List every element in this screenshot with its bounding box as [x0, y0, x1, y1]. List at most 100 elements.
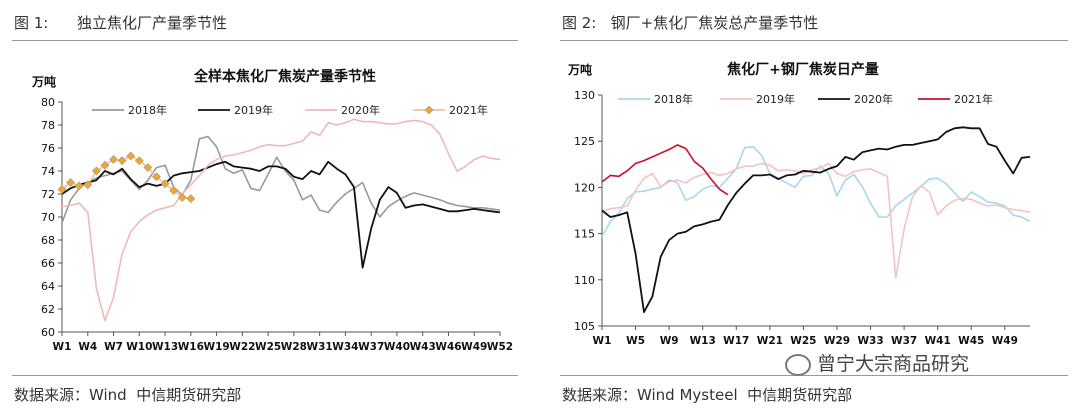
y-tick-label: 120 — [574, 181, 595, 194]
x-tick-label: W5 — [626, 335, 645, 347]
series-line-3 — [601, 126, 1031, 314]
x-tick-label: W40 — [384, 341, 410, 353]
series-line-4 — [601, 144, 729, 196]
x-tick-label: W31 — [307, 341, 333, 353]
y-tick-label: 74 — [41, 165, 55, 178]
y-tick-label: 60 — [41, 326, 55, 339]
figure-2-label: 图 2: 钢厂+焦化厂焦炭总产量季节性 — [562, 14, 819, 32]
y-tick-label: 125 — [574, 135, 595, 148]
legend-label: 2019年 — [756, 92, 795, 106]
x-tick-label: W46 — [435, 341, 461, 353]
x-tick-label: W22 — [229, 341, 255, 353]
x-tick-label: W49 — [992, 335, 1018, 347]
x-tick-label: W37 — [358, 341, 384, 353]
legend-label: 2020年 — [341, 103, 380, 117]
x-tick-label: W13 — [152, 341, 178, 353]
x-tick-label: W16 — [178, 341, 204, 353]
x-tick-label: W9 — [660, 335, 679, 347]
x-tick-label: W37 — [891, 335, 917, 347]
x-tick-label: W1 — [593, 335, 612, 347]
y-tick-label: 64 — [41, 280, 55, 293]
series-marker — [66, 178, 76, 187]
y-tick-label: 70 — [41, 211, 55, 224]
y-tick-label: 105 — [574, 320, 595, 333]
series-marker — [100, 160, 110, 170]
series-marker — [152, 172, 161, 182]
figure-2-divider — [560, 40, 1068, 41]
figure-1-panel: 图 1: 独立焦化厂产量季节性 全样本焦化厂焦炭产量季节性 万吨 60 62 64 66 6… — [0, 0, 530, 415]
x-tick-label: W4 — [78, 341, 97, 353]
x-tick-label: W1 — [53, 341, 72, 353]
x-tick-label: W41 — [925, 335, 951, 347]
figure-2-source-divider — [560, 375, 1068, 376]
figure-1-label: 图 1: 独立焦化厂产量季节性 — [14, 14, 227, 32]
series-marker — [160, 179, 170, 189]
watermark: 曾宁大宗商品研究 — [785, 349, 969, 376]
series-marker — [186, 194, 196, 204]
y-tick-label: 130 — [574, 89, 595, 102]
x-tick-label: W13 — [690, 335, 716, 347]
x-tick-label: W52 — [487, 341, 513, 353]
series-marker — [143, 163, 153, 172]
y-tick-label: 78 — [41, 119, 55, 132]
x-tick-label: W10 — [126, 341, 152, 353]
series-marker — [91, 166, 101, 176]
x-tick-label: W28 — [281, 341, 307, 353]
x-tick-label: W7 — [104, 341, 123, 353]
x-tick-label: W33 — [857, 335, 883, 347]
series-line-4 — [61, 155, 191, 200]
y-tick-label: 66 — [41, 257, 55, 270]
y-tick-label: 72 — [41, 188, 55, 201]
series-marker — [57, 184, 67, 194]
x-tick-label: W34 — [332, 341, 358, 353]
x-tick-label: W17 — [723, 335, 749, 347]
x-tick-label: W21 — [757, 335, 783, 347]
series-line-3 — [61, 118, 501, 322]
y-tick-label: 76 — [41, 142, 55, 155]
series-marker — [109, 155, 118, 164]
series-marker — [169, 186, 179, 195]
wechat-icon — [785, 353, 811, 376]
y-unit-label: 万吨 — [31, 74, 56, 89]
figure-1-source: 数据来源：Wind 中信期货研究部 — [14, 386, 242, 404]
y-unit-label: 万吨 — [567, 62, 592, 77]
x-tick-label: W25 — [790, 335, 816, 347]
series-marker — [117, 156, 127, 166]
series-line-1 — [601, 145, 1031, 237]
y-tick-label: 110 — [574, 274, 595, 287]
series-marker — [177, 193, 187, 202]
y-tick-label: 68 — [41, 234, 55, 247]
series-marker — [74, 181, 84, 191]
series-line-2 — [61, 160, 501, 269]
series-marker — [134, 156, 144, 166]
y-tick-label: 80 — [41, 96, 55, 109]
x-tick-label: W45 — [958, 335, 984, 347]
chart-total-coke-daily-output: 焦化厂+钢厂焦炭日产量 万吨 105 110 115 120 125 130 W1 W5 W9 W13… — [567, 61, 1031, 347]
chart-title: 全样本焦化厂焦炭产量季节性 — [193, 68, 376, 85]
x-tick-label: W25 — [255, 341, 281, 353]
y-tick-label: 62 — [41, 303, 55, 316]
figure-1-divider — [12, 40, 518, 41]
chart-title: 焦化厂+钢厂焦炭日产量 — [726, 61, 879, 78]
series-line-2 — [601, 162, 1031, 279]
legend-label: 2021年 — [954, 92, 993, 106]
series-marker — [83, 180, 93, 190]
legend-label: 2018年 — [654, 92, 693, 106]
figure-2-panel: 图 2: 钢厂+焦化厂焦炭总产量季节性 焦化厂+钢厂焦炭日产量 万吨 105 110 1… — [548, 0, 1080, 415]
x-tick-label: W49 — [461, 341, 487, 353]
y-tick-label: 115 — [574, 228, 595, 241]
legend-label: 2020年 — [854, 92, 893, 106]
series-marker — [126, 151, 136, 161]
legend-label: 2019年 — [234, 103, 273, 117]
legend-label: 2018年 — [128, 103, 167, 117]
chart-independent-coking-output: 全样本焦化厂焦炭产量季节性 万吨 60 62 64 66 68 70 72 74 76 78 80 W1 W… — [31, 68, 513, 353]
legend-marker — [424, 105, 434, 115]
x-tick-label: W19 — [203, 341, 229, 353]
figure-2-source: 数据来源：Wind Mysteel 中信期货研究部 — [562, 386, 853, 404]
legend-label: 2021年 — [449, 103, 488, 117]
figure-1-source-divider — [12, 375, 518, 376]
watermark-text: 曾宁大宗商品研究 — [817, 353, 970, 375]
x-tick-label: W43 — [410, 341, 436, 353]
series-line-1 — [61, 135, 501, 224]
x-tick-label: W29 — [824, 335, 850, 347]
